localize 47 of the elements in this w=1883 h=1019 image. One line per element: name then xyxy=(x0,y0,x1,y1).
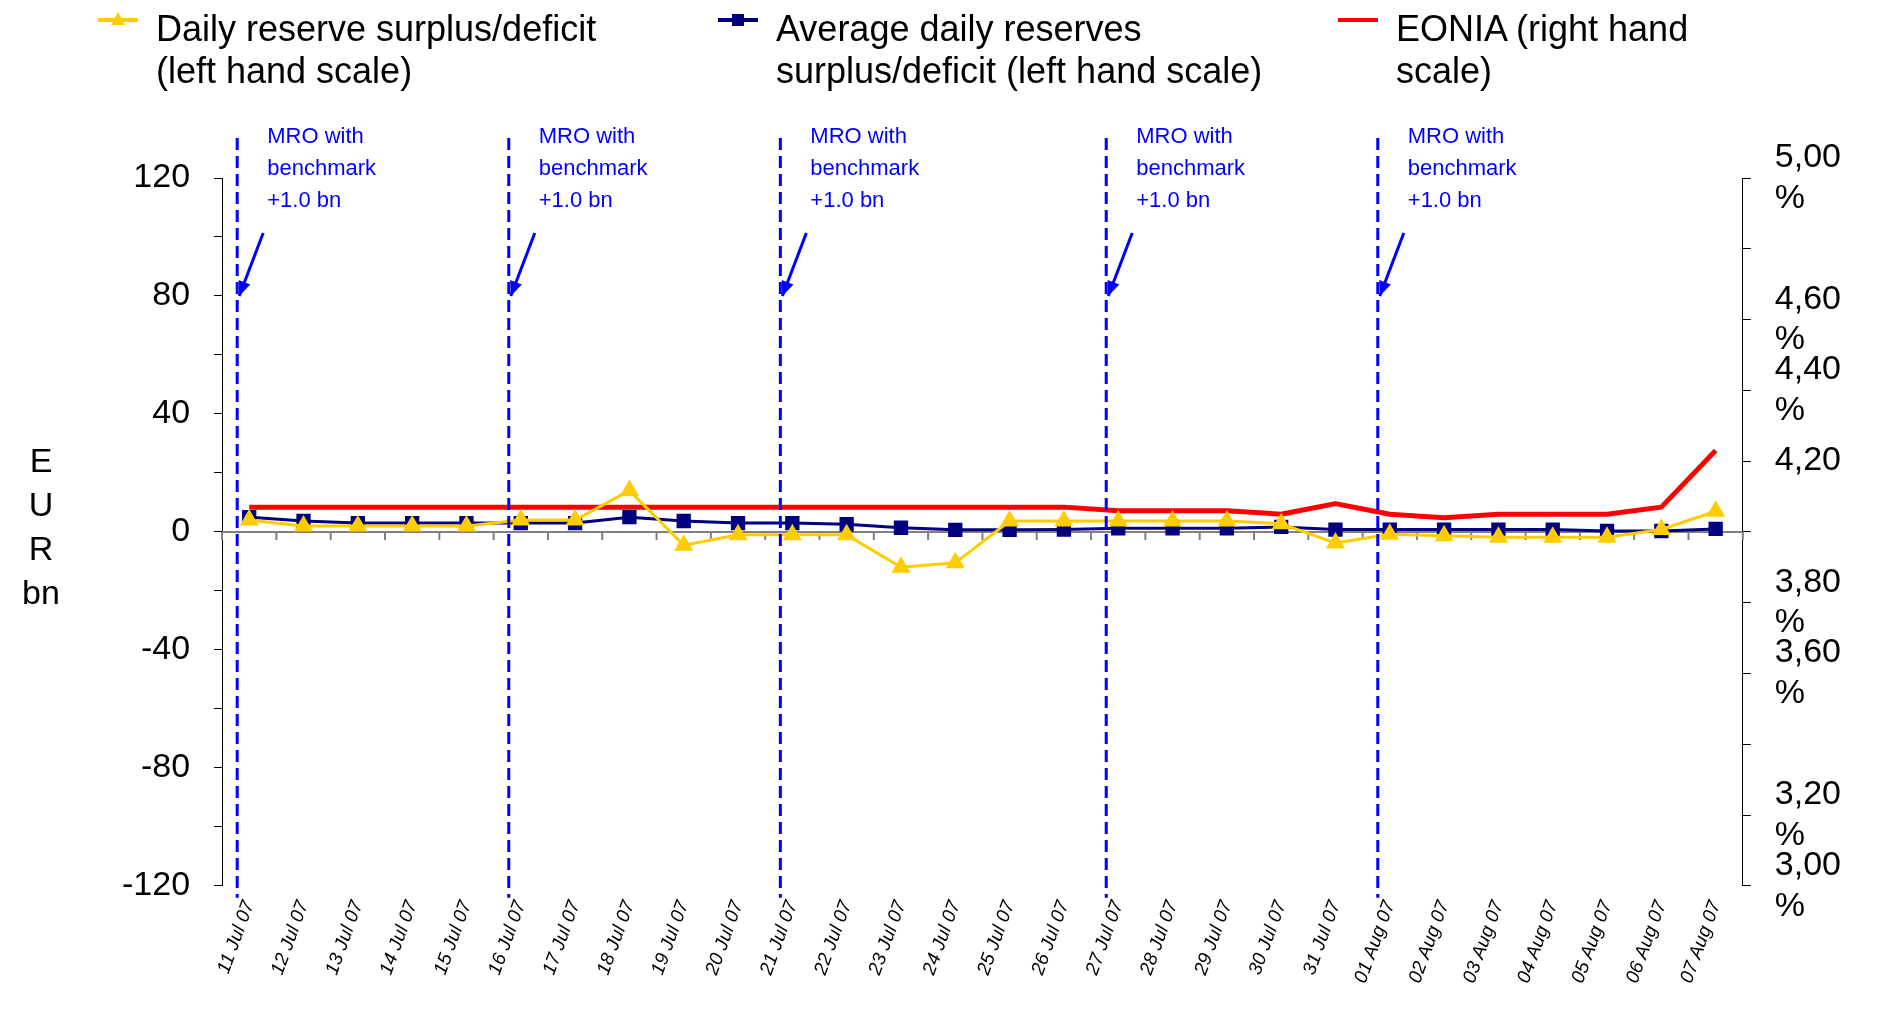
x-tick-label: 25 Jul 07 xyxy=(971,896,1019,979)
x-tick-label: 19 Jul 07 xyxy=(646,896,693,978)
x-tick-label: 29 Jul 07 xyxy=(1189,896,1237,979)
legend-label: Average daily reserves surplus/deficit (left hand scale) xyxy=(776,8,1264,93)
x-tick-label: 07 Aug 07 xyxy=(1675,896,1725,986)
x-tick-label: 06 Aug 07 xyxy=(1620,896,1671,986)
y2-tick-label: 3,20 % xyxy=(1774,772,1842,852)
x-tick-label: 24 Jul 07 xyxy=(917,896,965,979)
x-tick-label: 01 Aug 07 xyxy=(1349,896,1399,986)
x-tick-label: 30 Jul 07 xyxy=(1243,896,1291,978)
x-tick-label: 21 Jul 07 xyxy=(754,896,802,979)
ref-line-label: MRO with benchmark +1.0 bn xyxy=(1407,123,1518,213)
ref-line-label: MRO with benchmark +1.0 bn xyxy=(1136,123,1247,213)
x-tick-label: 15 Jul 07 xyxy=(429,896,476,978)
x-tick-label: 05 Aug 07 xyxy=(1566,896,1617,986)
y-tick-label: 40 xyxy=(152,392,191,431)
ref-line-label: MRO with benchmark +1.0 bn xyxy=(538,123,649,213)
x-tick-label: 04 Aug 07 xyxy=(1512,896,1562,986)
x-tick-label: 28 Jul 07 xyxy=(1134,896,1182,979)
x-tick-label: 14 Jul 07 xyxy=(374,896,422,978)
ref-line-label: MRO with benchmark +1.0 bn xyxy=(810,123,921,213)
x-tick-label: 31 Jul 07 xyxy=(1298,896,1345,978)
y2-tick-label: 4,20 xyxy=(1774,439,1842,478)
y-tick-label: 0 xyxy=(171,510,191,549)
x-tick-label: 17 Jul 07 xyxy=(537,896,585,978)
x-tick-label: 11 Jul 07 xyxy=(212,896,259,977)
x-tick-label: 23 Jul 07 xyxy=(863,896,911,979)
x-tick-label: 13 Jul 07 xyxy=(320,896,368,978)
y-tick-label: 80 xyxy=(152,274,191,313)
x-tick-label: 16 Jul 07 xyxy=(483,896,530,978)
legend-label: Daily reserve surplus/deficit (left hand scale) xyxy=(156,8,598,93)
y-tick-label: 120 xyxy=(133,156,191,195)
y-tick-label: -120 xyxy=(121,864,191,903)
x-tick-label: 03 Aug 07 xyxy=(1458,896,1508,986)
x-tick-label: 20 Jul 07 xyxy=(700,896,748,979)
x-tick-label: 18 Jul 07 xyxy=(592,896,639,978)
y2-tick-label: 5,00 % xyxy=(1774,135,1842,215)
x-tick-label: 02 Aug 07 xyxy=(1403,896,1454,986)
x-tick-label: 27 Jul 07 xyxy=(1080,896,1128,979)
x-tick-label: 12 Jul 07 xyxy=(266,896,313,978)
ref-line-label: MRO with benchmark +1.0 bn xyxy=(267,123,378,213)
legend-label: EONIA (right hand scale) xyxy=(1396,8,1690,93)
x-tick-label: 26 Jul 07 xyxy=(1026,896,1074,979)
y-tick-label: -40 xyxy=(140,628,191,667)
y-axis-title: EUR bn xyxy=(21,440,61,613)
x-tick-label: 22 Jul 07 xyxy=(808,896,856,979)
y-tick-label: -80 xyxy=(140,746,191,785)
